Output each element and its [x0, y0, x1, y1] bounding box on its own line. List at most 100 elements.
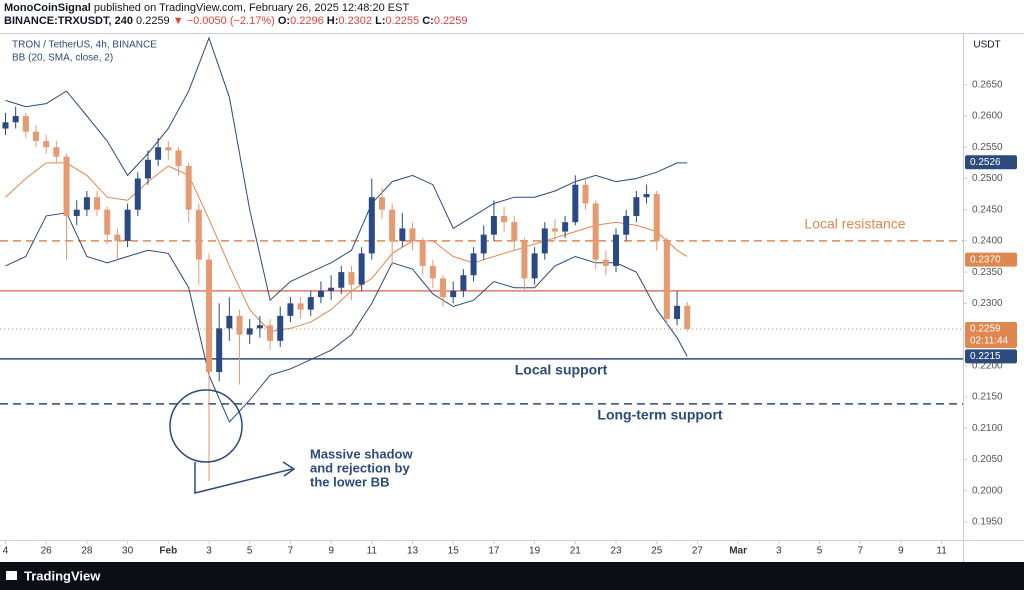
- bb-upper: [5, 36, 688, 302]
- candle-body: [501, 215, 508, 223]
- y-tick-label: 0.2500: [972, 173, 1003, 184]
- candle-body: [2, 122, 9, 129]
- candle-body: [165, 147, 172, 151]
- y-tick-label: 0.2200: [972, 360, 1003, 371]
- candle-body: [511, 222, 518, 241]
- marks: 0.19500.20000.20500.21000.21500.22000.22…: [0, 36, 1003, 557]
- plot-area: [0, 33, 963, 540]
- candle-body: [643, 194, 650, 198]
- candle-body: [460, 275, 467, 291]
- candle-body: [53, 147, 60, 157]
- published: published on TradingView.com, February 2…: [93, 2, 410, 14]
- candle-body: [389, 209, 396, 241]
- candle-body: [134, 178, 141, 210]
- x-tick-label: 19: [529, 546, 541, 557]
- candle-body: [307, 297, 314, 310]
- arrow: [194, 462, 293, 494]
- candle-body: [653, 194, 660, 241]
- y-tick-label: 0.2400: [972, 236, 1003, 247]
- change: ▼ −0.0050 (−2.17%): [172, 15, 275, 27]
- annotation: Local support: [515, 362, 608, 378]
- candle-body: [216, 328, 223, 373]
- annotation: Local resistance: [804, 216, 905, 232]
- candle-body: [531, 253, 538, 279]
- annotation: the lower BB: [310, 474, 389, 489]
- candle-body: [399, 228, 406, 241]
- candle-body: [12, 116, 19, 123]
- x-tick-label: 28: [81, 546, 93, 557]
- candle-body: [409, 228, 416, 241]
- price-badge: [965, 252, 1017, 267]
- candle-body: [663, 240, 670, 319]
- ohlc-value: 0.2302: [338, 15, 373, 27]
- candle-body: [562, 222, 569, 232]
- x-tick-label: 30: [122, 546, 134, 557]
- axis-unit: USDT: [973, 40, 1000, 51]
- ohlc-label: H:: [326, 15, 339, 27]
- y-tick-label: 0.1950: [972, 517, 1003, 528]
- candle-body: [633, 197, 640, 216]
- annotation: Long-term support: [597, 407, 723, 423]
- candle-body: [582, 184, 589, 204]
- candle-body: [206, 259, 213, 373]
- footer-brand: TradingView: [24, 568, 101, 583]
- footer: [0, 562, 1024, 590]
- y-tick-label: 0.2650: [972, 79, 1003, 90]
- x-tick-label: 17: [488, 546, 500, 557]
- ohlc-value: 0.2255: [385, 15, 420, 27]
- x-tick-label: Feb: [159, 546, 177, 557]
- x-tick-label: 25: [651, 546, 663, 557]
- candle-body: [175, 150, 182, 166]
- y-tick-label: 0.2600: [972, 111, 1003, 122]
- candle-body: [226, 315, 233, 329]
- header: MonoCoinSignal published on TradingView.…: [4, 2, 467, 28]
- x-tick-label: 15: [448, 546, 460, 557]
- price-badge: [965, 321, 1017, 348]
- x-tick-label: 9: [328, 546, 334, 557]
- candle-body: [155, 147, 162, 160]
- candle-body: [358, 253, 365, 285]
- x-tick-label: 26: [41, 546, 53, 557]
- candle-body: [551, 228, 558, 232]
- candle-body: [195, 209, 202, 260]
- x-tick-label: 7: [288, 546, 294, 557]
- candle-body: [613, 234, 620, 266]
- candle-body: [541, 228, 548, 254]
- ohlc-value: 0.2296: [290, 15, 324, 27]
- candle-body: [490, 215, 497, 235]
- x-tick-label: 23: [610, 546, 622, 557]
- candle-body: [94, 197, 101, 210]
- bb-lower: [5, 212, 688, 423]
- y-tick-label: 0.2050: [972, 454, 1003, 465]
- candle-body: [684, 305, 691, 329]
- candle-body: [83, 197, 90, 210]
- candle-body: [33, 131, 40, 142]
- candle-body: [623, 215, 630, 235]
- candle-body: [287, 303, 294, 316]
- price-badge-sub: 02:11:44: [970, 336, 1009, 347]
- arrow-head: [282, 461, 296, 477]
- candle-body: [297, 303, 304, 310]
- y-tick-label: 0.2100: [972, 423, 1003, 434]
- candle-body: [480, 234, 487, 254]
- annotation: and rejection by: [310, 460, 410, 475]
- x-tick-label: 5: [817, 546, 823, 557]
- x-tick-label: 27: [692, 546, 704, 557]
- highlight-circle: [169, 389, 243, 463]
- price-badge: [965, 349, 1017, 364]
- x-tick-label: 3: [206, 546, 212, 557]
- x-tick-label: Mar: [729, 546, 747, 557]
- x-tick-label: 11: [367, 546, 378, 557]
- ohlc-label: C:: [422, 15, 434, 27]
- x-tick-label: 4: [3, 546, 9, 557]
- y-tick-label: 0.2350: [972, 267, 1003, 278]
- candle-body: [277, 315, 284, 341]
- candle-body: [267, 325, 274, 341]
- ohlc-value: 0.2259: [433, 15, 468, 27]
- symbol: BINANCE:TRXUSDT, 240: [4, 15, 133, 27]
- author: MonoCoinSignal: [4, 2, 91, 14]
- price-badge-label: 0.2215: [970, 351, 1001, 362]
- candle-body: [63, 156, 70, 216]
- y-tick-label: 0.2000: [972, 485, 1003, 496]
- ohlc-label: O:: [277, 15, 291, 27]
